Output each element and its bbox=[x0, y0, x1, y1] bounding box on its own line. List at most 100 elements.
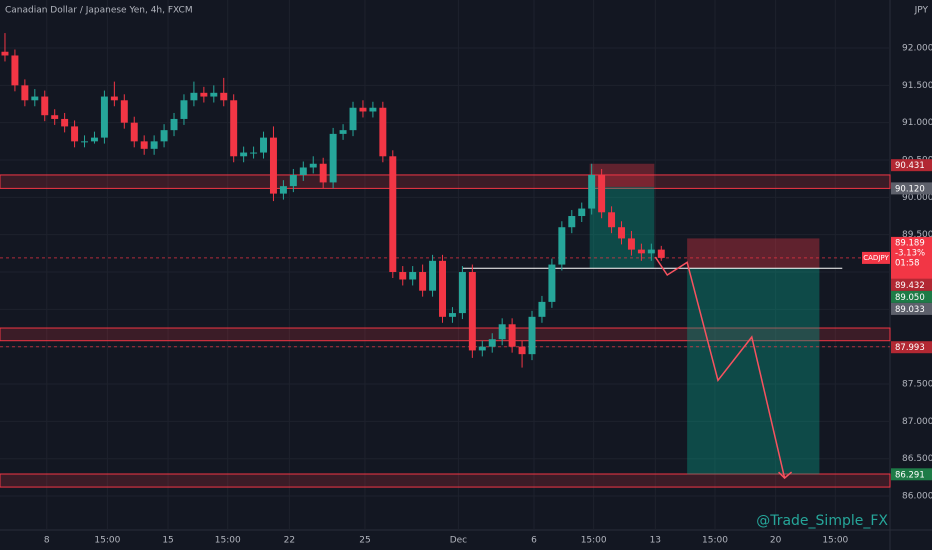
candle-body bbox=[21, 85, 29, 101]
price-tag bbox=[891, 341, 932, 354]
x-tick-label: 15:00 bbox=[215, 536, 241, 546]
candle-body bbox=[528, 316, 536, 355]
candle-body bbox=[200, 92, 208, 97]
x-tick-label: 13 bbox=[650, 536, 661, 546]
current-label: 89.189 bbox=[895, 238, 925, 248]
candle-body bbox=[110, 96, 118, 101]
candle-body bbox=[269, 137, 277, 194]
price-tag-label: 90.120 bbox=[895, 184, 925, 194]
price-tag-label: 86.291 bbox=[895, 470, 925, 480]
symbol-tag bbox=[862, 251, 890, 264]
symbol-label: CADJPY bbox=[863, 254, 889, 262]
axis-unit: JPY bbox=[914, 6, 929, 16]
y-tick-label: 91.000 bbox=[902, 118, 932, 128]
y-tick-label: 86.000 bbox=[902, 492, 932, 502]
candle-body bbox=[429, 260, 437, 291]
candle-body bbox=[389, 156, 397, 273]
candle-body bbox=[618, 227, 625, 239]
candle-body bbox=[170, 118, 178, 131]
candle-body bbox=[409, 272, 417, 280]
candle-body bbox=[150, 141, 158, 149]
candle-body bbox=[538, 301, 546, 317]
candle-body bbox=[289, 174, 297, 187]
candle-body bbox=[31, 96, 39, 101]
price-tag-label: 89.033 bbox=[895, 305, 925, 315]
candle-body bbox=[90, 137, 98, 142]
candle-body bbox=[369, 107, 377, 112]
price-tag bbox=[891, 290, 932, 303]
candle-body bbox=[230, 100, 238, 157]
candle-body bbox=[250, 152, 258, 154]
candle-body bbox=[468, 272, 476, 351]
candle-body bbox=[598, 174, 606, 213]
candle-body bbox=[81, 141, 89, 143]
candle-body bbox=[458, 272, 466, 314]
candle-body bbox=[568, 216, 576, 228]
candle-body bbox=[120, 100, 128, 123]
x-tick-label: 15:00 bbox=[822, 536, 848, 546]
x-tick-label: 15:00 bbox=[581, 536, 607, 546]
price-tag bbox=[891, 182, 932, 195]
candle-body bbox=[518, 346, 526, 355]
zone bbox=[0, 174, 891, 189]
candle-body bbox=[498, 324, 506, 340]
candle-body bbox=[448, 313, 456, 317]
price-tag-label: 90.431 bbox=[895, 161, 925, 171]
x-tick-label: Dec bbox=[450, 536, 467, 546]
candle-body bbox=[240, 152, 248, 157]
price-tag bbox=[891, 159, 932, 172]
y-tick-label: 90.000 bbox=[902, 193, 932, 203]
candle-body bbox=[349, 107, 357, 131]
candle-body bbox=[190, 92, 198, 101]
candle-body bbox=[180, 100, 188, 119]
x-tick-label: 8 bbox=[44, 536, 50, 546]
candle-body bbox=[329, 133, 337, 183]
candle-body bbox=[359, 107, 367, 112]
x-tick-label: 15 bbox=[162, 536, 173, 546]
candle-body bbox=[100, 96, 108, 138]
candle-body bbox=[439, 260, 446, 317]
candle-body bbox=[51, 115, 59, 119]
candle-body bbox=[1, 51, 9, 56]
target-box bbox=[687, 268, 820, 475]
current-change: -3.13% bbox=[895, 248, 925, 258]
price-tag bbox=[891, 278, 932, 291]
stop-box bbox=[687, 238, 820, 269]
x-tick-label: 15:00 bbox=[94, 536, 120, 546]
x-tick-label: 25 bbox=[359, 536, 370, 546]
candle-body bbox=[647, 249, 655, 254]
candle-body bbox=[61, 118, 69, 127]
current-tag bbox=[891, 236, 932, 279]
y-tick-label: 86.500 bbox=[902, 454, 932, 464]
y-tick-label: 92.000 bbox=[902, 44, 932, 54]
candle-body bbox=[160, 130, 168, 142]
projection-path bbox=[654, 256, 786, 479]
candle-body bbox=[578, 208, 586, 217]
watermark: @Trade_Simple_FX bbox=[756, 513, 888, 529]
price-tag bbox=[891, 302, 932, 315]
candle-body bbox=[339, 130, 347, 134]
candle-body bbox=[508, 324, 516, 347]
candle-body bbox=[319, 163, 327, 183]
y-tick-label: 89.500 bbox=[902, 230, 932, 240]
candle-body bbox=[657, 249, 665, 258]
candle-body bbox=[379, 107, 387, 157]
candle-body bbox=[558, 227, 566, 265]
stop-box bbox=[589, 163, 655, 187]
candle-body bbox=[588, 174, 596, 209]
candle-body bbox=[279, 186, 287, 194]
candle-body bbox=[41, 96, 49, 116]
candle-body bbox=[637, 249, 645, 254]
candle-body bbox=[210, 92, 218, 97]
chart-title: Canadian Dollar / Japanese Yen, 4h, FXCM bbox=[5, 6, 193, 16]
candle-body bbox=[309, 163, 317, 168]
x-tick-label: 6 bbox=[531, 536, 537, 546]
candle-body bbox=[71, 126, 79, 142]
candle-body bbox=[488, 339, 496, 347]
current-countdown: 01:58 bbox=[895, 258, 920, 268]
y-tick-label: 87.500 bbox=[902, 380, 932, 390]
y-tick-label: 87.000 bbox=[902, 417, 932, 427]
zone bbox=[0, 327, 891, 342]
candle-body bbox=[299, 167, 307, 175]
